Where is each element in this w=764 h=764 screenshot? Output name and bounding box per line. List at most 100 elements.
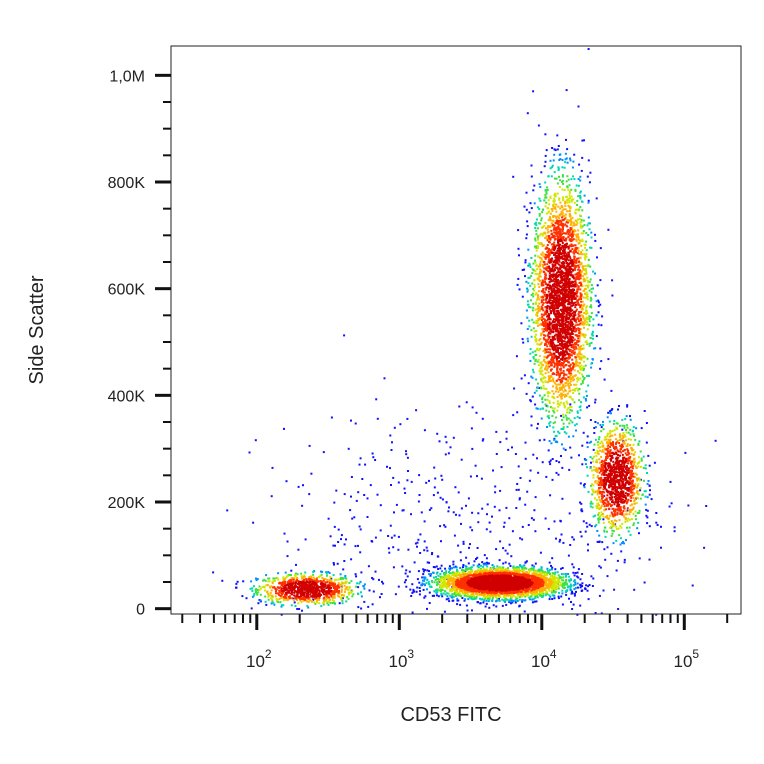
event-point — [637, 442, 640, 445]
event-point — [557, 574, 560, 577]
event-point — [612, 525, 614, 528]
event-point — [532, 302, 535, 305]
event-point — [581, 510, 584, 513]
event-point — [570, 195, 573, 198]
event-point — [641, 493, 644, 496]
event-point — [579, 206, 582, 208]
event-point — [332, 600, 335, 602]
event-point — [582, 520, 585, 523]
event-point — [577, 355, 580, 358]
event-point — [314, 596, 317, 599]
event-point — [331, 599, 334, 601]
event-point — [341, 586, 343, 589]
event-point — [591, 334, 594, 337]
event-point — [459, 590, 462, 592]
event-point — [445, 574, 448, 577]
event-point — [484, 605, 487, 608]
event-point — [584, 243, 587, 246]
event-point — [577, 568, 580, 571]
event-point — [582, 296, 585, 299]
event-point — [456, 568, 458, 571]
event-point — [554, 194, 557, 197]
event-point — [544, 361, 547, 364]
event-point — [546, 573, 549, 576]
event-point — [471, 511, 474, 514]
event-point — [591, 469, 594, 472]
event-point — [602, 521, 605, 524]
event-point — [597, 301, 600, 304]
event-point — [420, 584, 423, 587]
event-point — [635, 518, 638, 521]
event-point — [619, 524, 622, 527]
event-point — [534, 596, 537, 599]
event-point — [307, 578, 310, 581]
event-point — [505, 437, 508, 440]
event-point — [279, 595, 282, 597]
event-point — [577, 105, 580, 108]
event-point — [516, 411, 519, 414]
event-point — [541, 580, 544, 583]
event-point — [575, 236, 578, 238]
event-point — [536, 237, 539, 240]
event-point — [596, 482, 599, 485]
event-point — [551, 578, 554, 581]
event-point — [600, 612, 603, 615]
event-point — [443, 610, 446, 613]
event-point — [602, 589, 605, 592]
event-point — [526, 287, 529, 290]
event-point — [470, 597, 473, 600]
event-point — [573, 223, 576, 226]
event-point — [598, 458, 601, 461]
event-point — [552, 590, 555, 593]
event-point — [468, 573, 471, 576]
event-point — [584, 587, 587, 590]
event-point — [455, 587, 458, 590]
event-point — [581, 347, 584, 350]
event-point — [249, 587, 252, 590]
event-point — [526, 588, 528, 591]
event-point — [545, 277, 548, 280]
event-point — [639, 489, 642, 492]
event-point — [460, 575, 463, 578]
event-point — [528, 574, 531, 577]
event-point — [601, 513, 604, 515]
event-point — [294, 575, 297, 578]
event-point — [329, 576, 332, 578]
event-point — [539, 272, 541, 275]
event-point — [428, 570, 430, 573]
event-point — [623, 440, 626, 443]
event-point — [462, 578, 464, 581]
event-point — [522, 589, 525, 591]
event-point — [585, 249, 588, 252]
event-point — [577, 238, 580, 241]
event-point — [311, 596, 314, 599]
event-point — [562, 394, 565, 396]
event-point — [526, 571, 528, 574]
event-point — [593, 455, 596, 458]
event-point — [236, 580, 239, 583]
event-point — [495, 548, 498, 551]
event-point — [611, 279, 614, 282]
event-point — [418, 593, 421, 596]
event-point — [561, 159, 564, 161]
event-point — [317, 580, 320, 583]
event-point — [443, 573, 446, 576]
event-point — [528, 262, 531, 265]
event-point — [465, 577, 468, 580]
event-point — [573, 389, 576, 392]
event-point — [542, 226, 544, 229]
event-point — [547, 587, 550, 590]
event-point — [460, 522, 462, 525]
event-point — [585, 291, 588, 294]
event-point — [588, 342, 591, 345]
event-point — [555, 379, 558, 382]
event-point — [552, 377, 555, 380]
event-point — [579, 175, 582, 178]
event-point — [561, 175, 564, 178]
event-point — [263, 585, 266, 588]
event-point — [280, 593, 283, 596]
event-point — [359, 580, 362, 583]
event-point — [553, 171, 556, 174]
event-point — [585, 270, 588, 273]
event-point — [617, 608, 620, 610]
